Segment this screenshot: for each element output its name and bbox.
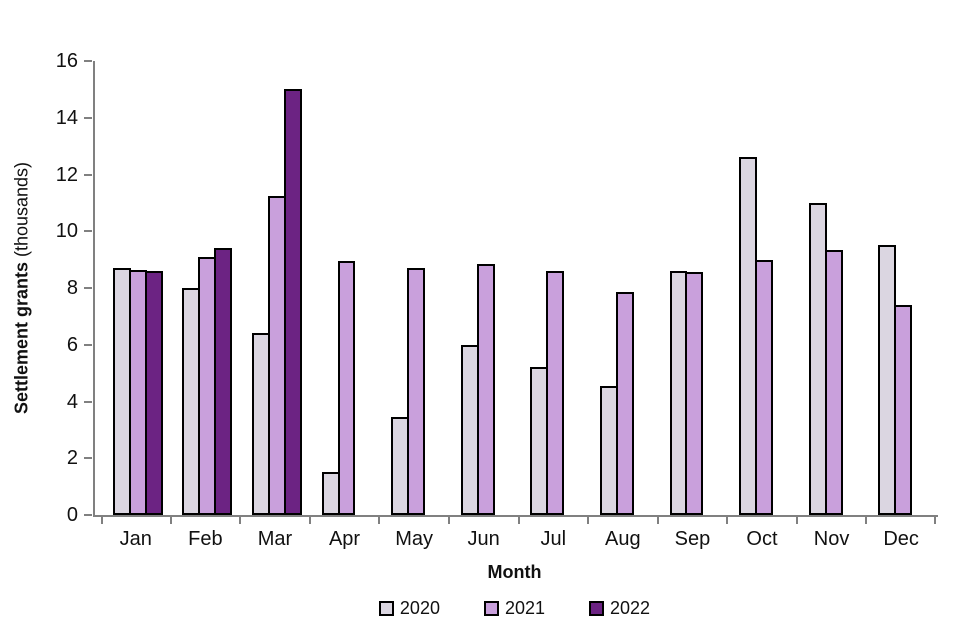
x-axis-label-sep: Sep xyxy=(674,528,711,550)
x-tick-mark-5 xyxy=(447,517,450,524)
x-tick-mark-10 xyxy=(795,517,798,524)
bar-2021-oct xyxy=(755,259,773,515)
x-tick-mark-6 xyxy=(517,517,520,524)
bar-group-may xyxy=(381,61,451,515)
y-tick-mark-8 xyxy=(84,287,92,289)
y-tick-mark-10 xyxy=(84,230,92,233)
x-axis-label-oct: Oct xyxy=(746,528,778,550)
y-tick-label-8: 8 xyxy=(66,277,78,299)
x-axis-label-may: May xyxy=(395,528,433,550)
bar-groups-container xyxy=(103,61,938,515)
y-tick-mark-16 xyxy=(84,60,92,62)
y-tick-mark-6 xyxy=(84,343,92,346)
y-tick-label-16: 16 xyxy=(55,50,78,72)
x-tick-mark-2 xyxy=(239,517,242,524)
bar-group-oct xyxy=(729,61,799,515)
x-tick-mark-0 xyxy=(101,517,103,524)
bar-2022-feb xyxy=(214,248,233,515)
x-tick-mark-8 xyxy=(656,517,659,524)
bar-group-feb xyxy=(173,61,243,515)
y-tick-mark-2 xyxy=(84,457,92,460)
x-tick-mark-11 xyxy=(865,517,868,524)
bar-2022-mar xyxy=(283,89,302,515)
legend-item-2022: 2022 xyxy=(589,598,650,619)
legend-label-2020: 2020 xyxy=(399,598,440,618)
x-axis-label-jul: Jul xyxy=(540,528,567,550)
x-axis-label-nov: Nov xyxy=(813,528,850,550)
legend-swatch-2020 xyxy=(378,601,394,616)
x-tick-mark-12 xyxy=(934,517,936,524)
x-axis-label-jan: Jan xyxy=(119,528,152,550)
x-axis-label-apr: Apr xyxy=(328,528,361,550)
legend-label-2021: 2021 xyxy=(504,598,546,618)
x-tick-mark-9 xyxy=(726,517,729,524)
x-tick-mark-1 xyxy=(169,517,172,524)
bar-group-sep xyxy=(660,61,730,515)
legend-swatch-2022 xyxy=(589,601,605,616)
bar-2021-dec xyxy=(894,305,913,515)
bar-2021-jul xyxy=(546,270,565,515)
y-tick-label-2: 2 xyxy=(66,447,78,470)
y-tick-label-12: 12 xyxy=(55,163,78,186)
bar-group-nov xyxy=(799,61,869,515)
bar-2021-jun xyxy=(476,263,495,515)
bar-2022-jan xyxy=(144,270,163,515)
x-axis-label-feb: Feb xyxy=(188,528,223,550)
bar-group-aug xyxy=(590,61,660,515)
x-axis-title: Month xyxy=(487,562,542,582)
legend-swatch-2021 xyxy=(483,601,499,616)
x-axis-category-labels: Jan Feb Mar Apr May Jun Jul Aug Sep Oct Nov Dec xyxy=(101,528,936,551)
bar-2021-apr xyxy=(337,261,356,515)
x-tick-mark-4 xyxy=(378,517,381,524)
y-tick-label-0: 0 xyxy=(66,504,78,526)
y-tick-label-14: 14 xyxy=(55,106,78,129)
bar-group-apr xyxy=(312,61,382,515)
bar-group-mar xyxy=(242,61,312,515)
y-tick-mark-4 xyxy=(84,400,92,403)
x-axis-label-dec: Dec xyxy=(883,528,919,550)
y-tick-mark-14 xyxy=(84,116,92,119)
legend-item-2020: 2020 xyxy=(378,598,440,619)
legend-item-2021: 2021 xyxy=(483,598,546,619)
y-tick-mark-0 xyxy=(84,514,92,516)
plot-area xyxy=(93,61,938,517)
bar-group-jan xyxy=(103,61,173,515)
legend-label-2022: 2022 xyxy=(610,598,651,618)
y-tick-label-6: 6 xyxy=(66,333,78,356)
y-tick-mark-12 xyxy=(84,173,92,176)
x-axis-label-mar: Mar xyxy=(257,528,293,550)
y-tick-label-10: 10 xyxy=(55,220,78,243)
x-axis-label-aug: Aug xyxy=(605,528,641,550)
bar-2021-nov xyxy=(824,249,843,515)
y-axis-tick-labels: 0 2 4 6 8 10 12 14 16 xyxy=(0,51,78,525)
bar-group-jul xyxy=(520,61,590,515)
bar-group-jun xyxy=(451,61,521,515)
bar-2021-sep xyxy=(685,272,704,515)
y-tick-label-4: 4 xyxy=(66,390,78,413)
bar-group-dec xyxy=(868,61,938,515)
x-tick-mark-3 xyxy=(308,517,311,524)
chart-legend: 2020 2021 2022 xyxy=(93,598,936,619)
x-axis-label-jun: Jun xyxy=(467,528,500,550)
bar-2021-may xyxy=(407,268,426,515)
x-tick-mark-7 xyxy=(587,517,590,524)
bar-2021-aug xyxy=(615,292,634,515)
